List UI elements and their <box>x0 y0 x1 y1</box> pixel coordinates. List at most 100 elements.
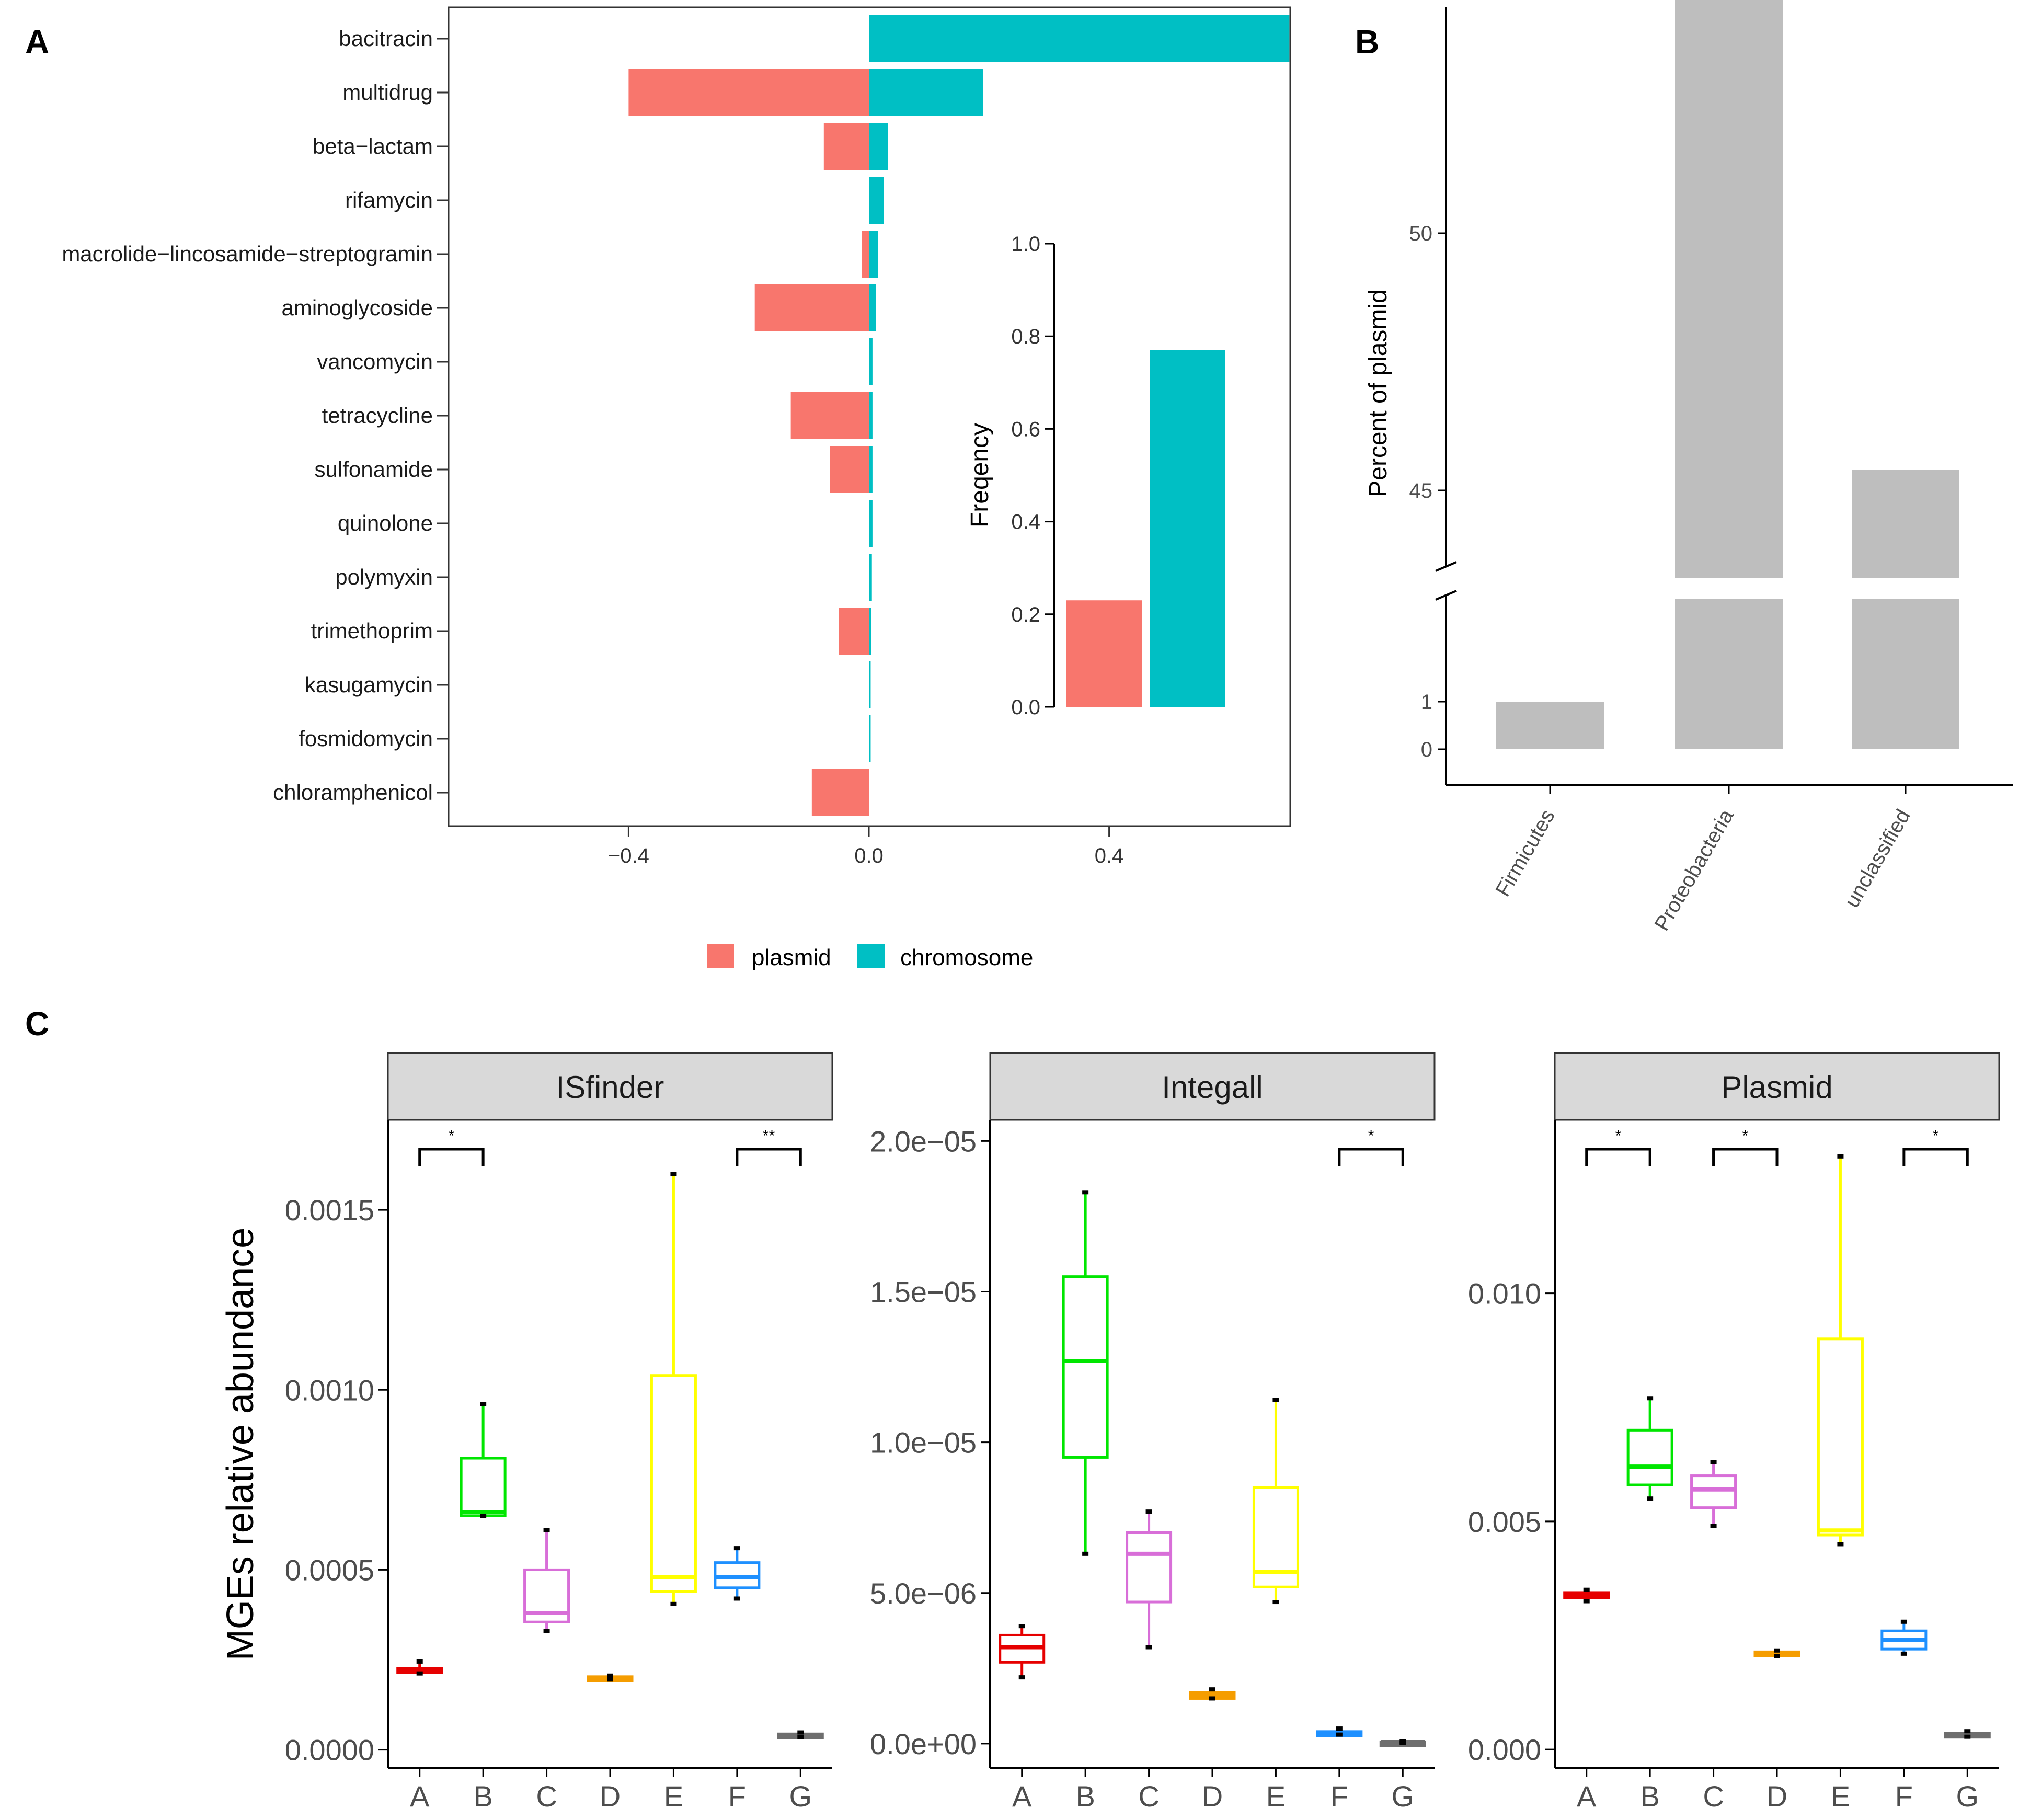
outlier-point-max <box>1964 1729 1971 1734</box>
bar-chromosome-polymyxin <box>869 554 872 601</box>
facet-x-tick-label-g: G <box>789 1780 812 1813</box>
outlier-point-max <box>797 1730 804 1735</box>
bar-chromosome-bacitracin <box>869 15 1290 62</box>
bar-chromosome-quinolone <box>869 500 873 547</box>
category-label-fosmidomycin: fosmidomycin <box>299 726 433 751</box>
outlier-point-max <box>416 1659 423 1664</box>
facet-plasmid: Plasmid 0.000 0.005 0.010 A B C D E F G * * * <box>1468 1052 2000 1813</box>
x-tick-label: 0.4 <box>1095 844 1124 867</box>
y-tick-label: 50 <box>1409 222 1433 245</box>
facet-x-tick-label-g: G <box>1956 1780 1979 1813</box>
facet-x-tick-label-b: B <box>473 1780 492 1813</box>
boxplot-isfinder-c <box>523 1528 570 1633</box>
box-iqr <box>1126 1531 1173 1604</box>
category-label-sulfonamide: sulfonamide <box>315 457 433 482</box>
outlier-point-max <box>1018 1624 1025 1629</box>
legend-label-plasmid: plasmid <box>752 945 831 970</box>
bar-plasmid-trimethoprim <box>839 608 869 655</box>
facet-x-tick-label-a: A <box>1577 1780 1597 1813</box>
bar-plasmid-sulfonamide <box>830 446 869 493</box>
panel-a-inset-chart: Freqency 0.0 0.2 0.4 0.6 0.8 1.0 <box>966 233 1225 719</box>
outlier-point-max <box>1900 1619 1907 1624</box>
box-iqr <box>1062 1275 1109 1459</box>
facet-y-tick-label: 1.5e−05 <box>870 1275 977 1308</box>
bar-plasmid-aminoglycoside <box>754 284 869 331</box>
outlier-point-max <box>1774 1648 1780 1653</box>
legend-swatch-plasmid <box>707 944 734 968</box>
panel-b-y-axis-label: Percent of plasmid <box>1364 289 1392 497</box>
outlier-point-min <box>1964 1734 1971 1739</box>
category-label-macrolide-lincosamide-streptogramin: macrolide−lincosamide−streptogramin <box>62 242 433 266</box>
facet-x-tick-label-d: D <box>1766 1780 1787 1813</box>
bar-chromosome-trimethoprim <box>869 608 871 655</box>
facet-y-tick-label: 1.0e−05 <box>870 1426 977 1459</box>
axis-break-mark <box>1435 561 1457 572</box>
outlier-point-min <box>1209 1696 1215 1701</box>
category-label-polymyxin: polymyxin <box>335 565 433 589</box>
box-iqr <box>460 1457 507 1517</box>
category-label-beta-lactam: beta−lactam <box>313 134 433 158</box>
outlier-point-min <box>607 1677 613 1682</box>
inset-y-tick-label: 0.8 <box>1011 325 1040 348</box>
facet-x-tick-label-b: B <box>1640 1780 1659 1813</box>
box-iqr <box>1817 1337 1864 1537</box>
outlier-point-min <box>733 1596 740 1601</box>
outlier-point-max <box>543 1528 550 1532</box>
outlier-point-min <box>1583 1599 1590 1604</box>
outlier-point-min <box>1900 1651 1907 1656</box>
boxplot-isfinder-d <box>587 1673 634 1682</box>
facet-y-tick-label: 0.010 <box>1468 1277 1541 1310</box>
y-tick-label: 45 <box>1409 479 1433 502</box>
panel-c-boxplots: MGEs relative abundance ISfinder 0.0000 0.… <box>220 1052 2000 1813</box>
bar-chromosome-vancomycin <box>869 338 873 385</box>
facet-y-tick-label: 0.0e+00 <box>870 1727 977 1760</box>
bar-chromosome-rifamycin <box>869 177 884 224</box>
outlier-point-max <box>480 1402 487 1406</box>
bar-plasmid-tetracycline <box>790 392 869 439</box>
category-label-quinolone: quinolone <box>338 511 433 535</box>
outlier-point-min <box>1837 1542 1844 1547</box>
facet-y-tick-label: 0.0000 <box>285 1734 374 1767</box>
outlier-point-max <box>1837 1154 1844 1159</box>
facet-isfinder: ISfinder 0.0000 0.0005 0.0010 0.0015 A B C D E F G *… <box>285 1052 833 1813</box>
significance-bracket-c-d: * <box>1712 1127 1779 1166</box>
bar-chromosome-kasugamycin <box>869 661 871 708</box>
outlier-point-min <box>543 1629 550 1633</box>
outlier-point-min <box>1082 1551 1089 1556</box>
inset-bar-chromosome <box>1150 350 1225 707</box>
outlier-point-max <box>670 1172 677 1176</box>
box-iqr <box>1690 1474 1737 1509</box>
bar-chromosome-fosmidomycin <box>869 715 871 762</box>
bar-chromosome-multidrug <box>869 69 983 116</box>
panel-b-bars <box>1496 0 1959 749</box>
facet-y-tick-label: 0.000 <box>1468 1733 1541 1766</box>
bar-chromosome-macrolide-lincosamide-streptogramin <box>869 231 878 278</box>
outlier-point-min <box>1647 1496 1654 1501</box>
boxplot-isfinder-e <box>650 1172 697 1606</box>
category-label-bacitracin: bacitracin <box>339 26 433 51</box>
boxplot-isfinder-b <box>460 1402 507 1518</box>
inset-y-tick-label: 1.0 <box>1011 233 1040 256</box>
x-tick-label: 0.0 <box>854 844 884 867</box>
inset-y-tick-label: 0.6 <box>1011 418 1040 441</box>
significance-label: ** <box>763 1127 775 1144</box>
panel-a-legend: plasmid chromosome <box>707 944 1033 970</box>
category-label-tetracycline: tetracycline <box>322 403 433 428</box>
category-label-chloramphenicol: chloramphenicol <box>273 780 433 805</box>
outlier-point-max <box>1082 1190 1089 1195</box>
significance-label: * <box>1368 1127 1374 1144</box>
bracket-line <box>736 1148 802 1166</box>
facet-y-tick-label: 0.005 <box>1468 1505 1541 1538</box>
outlier-point-max <box>1336 1726 1343 1731</box>
category-label-rifamycin: rifamycin <box>345 188 433 212</box>
boxplot-plasmid-c <box>1690 1460 1737 1528</box>
boxplot-integall-g <box>1379 1739 1426 1747</box>
boxplot-plasmid-b <box>1626 1396 1673 1501</box>
boxplot-integall-f <box>1316 1726 1363 1737</box>
bar-plasmid-beta-lactam <box>823 123 869 170</box>
facet-y-tick-label: 0.0005 <box>285 1553 374 1586</box>
significance-label: * <box>1615 1127 1622 1144</box>
facet-x-tick-label-e: E <box>1831 1780 1850 1813</box>
outlier-point-min <box>1272 1600 1279 1605</box>
